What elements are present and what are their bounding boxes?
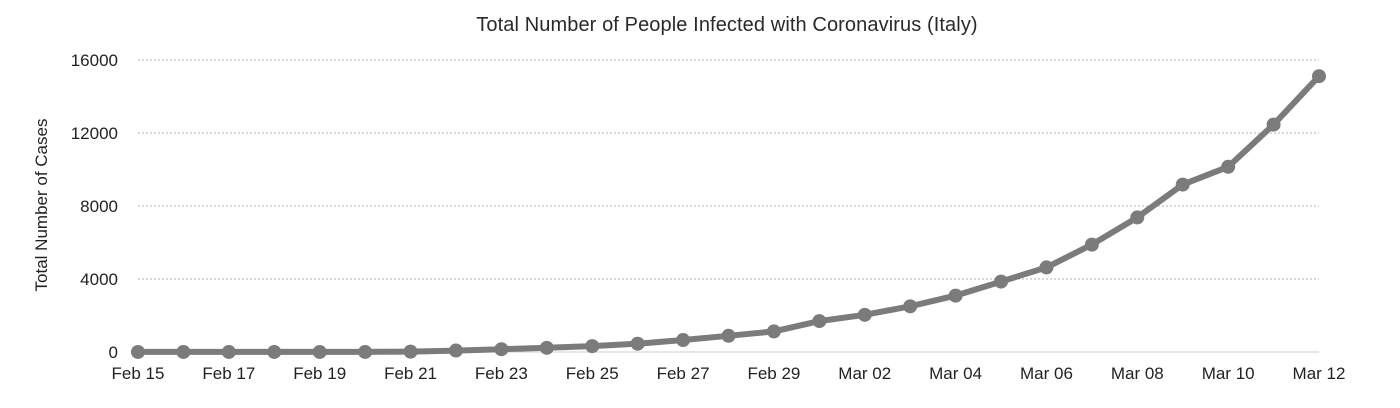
y-tick-label: 8000 <box>80 197 118 216</box>
data-point <box>221 344 236 359</box>
x-tick-label: Mar 08 <box>1111 364 1164 383</box>
data-point <box>903 299 918 314</box>
y-tick-label: 0 <box>109 343 118 362</box>
y-tick-label: 16000 <box>71 51 118 70</box>
x-tick-label: Feb 23 <box>475 364 528 383</box>
data-point <box>448 343 463 358</box>
x-tick-label: Feb 19 <box>293 364 346 383</box>
data-point <box>312 344 327 359</box>
x-tick-label: Feb 27 <box>657 364 710 383</box>
y-tick-label: 4000 <box>80 270 118 289</box>
x-tick-label: Feb 29 <box>747 364 800 383</box>
data-point <box>1130 210 1145 225</box>
data-point <box>494 342 509 357</box>
data-point <box>403 344 418 359</box>
data-point <box>812 314 827 329</box>
chart-title: Total Number of People Infected with Cor… <box>476 14 978 36</box>
data-point <box>539 340 554 355</box>
data-point <box>131 344 145 359</box>
x-tick-label: Feb 25 <box>566 364 619 383</box>
data-point <box>676 333 691 348</box>
data-point <box>1175 177 1190 192</box>
x-tick-label: Feb 15 <box>112 364 165 383</box>
x-tick-label: Mar 02 <box>838 364 891 383</box>
data-point <box>585 339 600 354</box>
x-tick-label: Mar 06 <box>1020 364 1073 383</box>
data-point <box>994 274 1009 289</box>
data-point <box>857 307 872 322</box>
x-tick-label: Feb 17 <box>202 364 255 383</box>
data-point <box>721 328 736 343</box>
y-axis-label: Total Number of Cases <box>32 119 51 292</box>
x-tick-label: Feb 21 <box>384 364 437 383</box>
data-point <box>267 344 282 359</box>
data-point <box>1039 260 1054 275</box>
data-point <box>176 344 191 359</box>
y-tick-label: 12000 <box>71 124 118 143</box>
data-point <box>766 324 781 339</box>
data-point <box>1266 117 1281 132</box>
x-tick-label: Mar 04 <box>929 364 982 383</box>
data-point <box>1312 69 1326 84</box>
x-tick-label: Mar 10 <box>1202 364 1255 383</box>
data-point <box>1084 237 1099 252</box>
data-point <box>358 344 373 359</box>
data-point <box>630 336 645 351</box>
data-point <box>948 288 963 303</box>
x-tick-label: Mar 12 <box>1293 364 1346 383</box>
data-point <box>1221 159 1236 174</box>
